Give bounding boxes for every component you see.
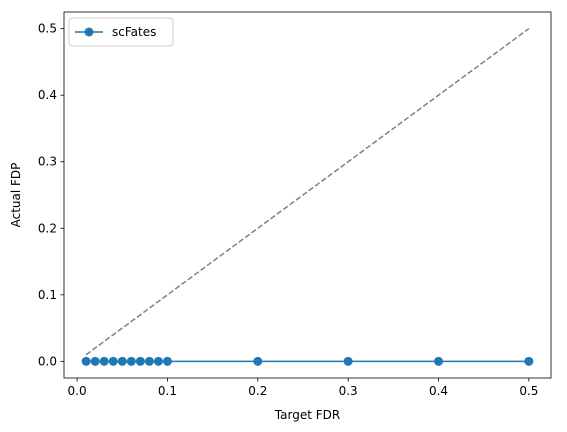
- axes: 0.0 0.1 0.2 0.3 0.4 0.5 0.0 0.1 0.2 0.3 0.4 0.5: [38, 11, 552, 398]
- y-tick-label: 0.1: [38, 288, 57, 302]
- data-point: [135, 356, 145, 366]
- y-tick-label: 0.3: [38, 155, 57, 169]
- y-tick-label: 0.4: [38, 88, 57, 102]
- data-point: [434, 356, 444, 366]
- data-point: [162, 356, 172, 366]
- data-point: [90, 356, 100, 366]
- x-tick-label: 0.1: [158, 384, 177, 398]
- x-tick-label: 0.4: [429, 384, 448, 398]
- data-point: [117, 356, 127, 366]
- y-axis-label: Actual FDP: [9, 163, 23, 228]
- data-point: [99, 356, 109, 366]
- data-point: [144, 356, 154, 366]
- x-axis-label: Target FDR: [274, 408, 340, 422]
- data-point: [524, 356, 534, 366]
- y-tick-label: 0.0: [38, 354, 57, 368]
- data-point: [81, 356, 91, 366]
- plot-area: [81, 28, 534, 366]
- y-tick-label: 0.2: [38, 221, 57, 235]
- x-tick-label: 0.3: [339, 384, 358, 398]
- data-point: [126, 356, 136, 366]
- legend: scFates: [68, 17, 174, 47]
- axes-frame: [63, 11, 552, 379]
- data-point: [153, 356, 163, 366]
- reference-diagonal-line: [85, 28, 530, 356]
- x-tick-label: 0.2: [248, 384, 267, 398]
- x-tick-label: 0.0: [68, 384, 87, 398]
- legend-label: scFates: [112, 25, 156, 39]
- y-tick-label: 0.5: [38, 22, 57, 36]
- legend-marker: [84, 27, 94, 37]
- data-point: [343, 356, 353, 366]
- legend-box: [68, 17, 174, 47]
- data-point: [253, 356, 263, 366]
- x-tick-label: 0.5: [519, 384, 538, 398]
- data-point: [108, 356, 118, 366]
